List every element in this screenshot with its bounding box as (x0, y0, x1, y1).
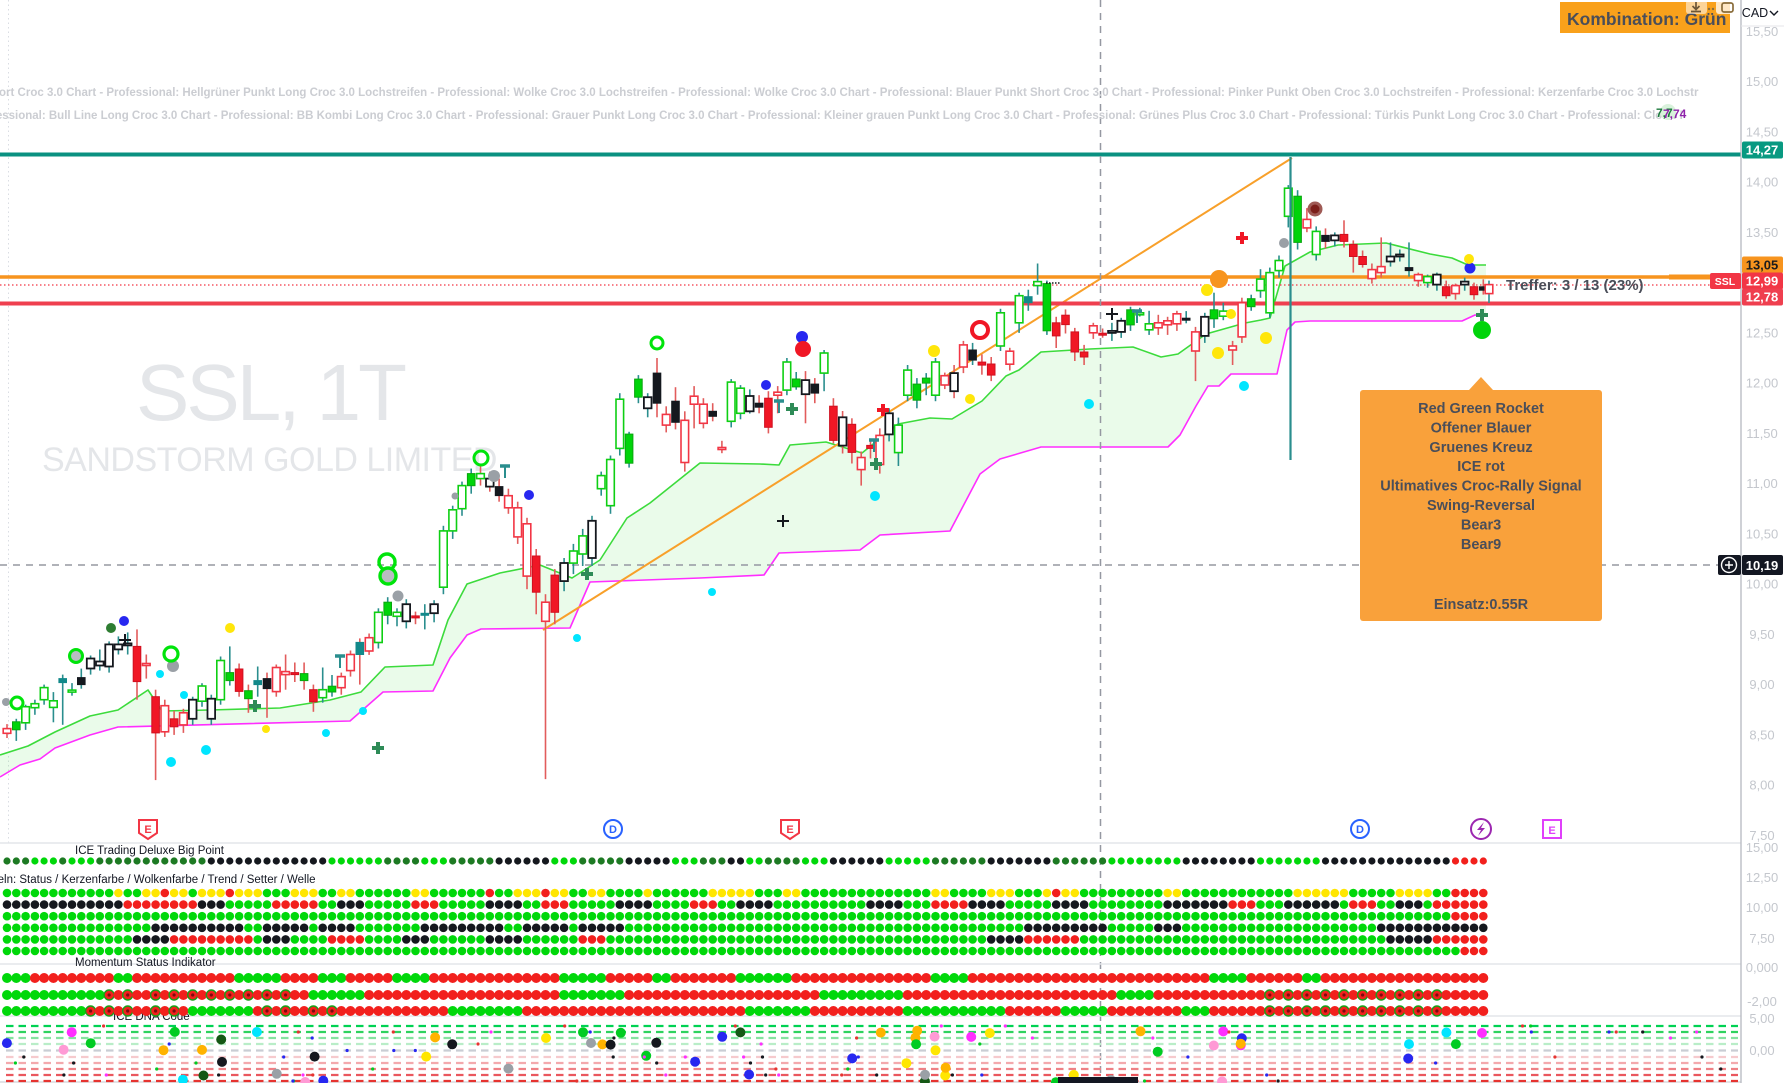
svg-text:11,00: 11,00 (1746, 476, 1778, 491)
svg-text:E: E (144, 824, 151, 836)
svg-text:13,05: 13,05 (1746, 258, 1779, 273)
svg-text:E: E (786, 824, 793, 836)
svg-text:12,00: 12,00 (1746, 376, 1779, 391)
svg-text:13,50: 13,50 (1746, 225, 1779, 240)
svg-text:11,50: 11,50 (1746, 426, 1778, 441)
svg-text:D: D (1356, 824, 1364, 836)
svg-text:7,7: 7,7 (1656, 106, 1673, 120)
svg-text:12,99: 12,99 (1746, 274, 1779, 289)
svg-text:12,78: 12,78 (1746, 290, 1779, 305)
svg-text:15,50: 15,50 (1746, 24, 1779, 39)
svg-text:9,50: 9,50 (1749, 627, 1774, 642)
svg-text:SSL, 1T: SSL, 1T (136, 348, 406, 437)
svg-text:7,50: 7,50 (1749, 828, 1774, 843)
svg-text:10,00: 10,00 (1746, 900, 1779, 915)
svg-text:CAD: CAD (1742, 6, 1768, 20)
svg-text:fessional: Bull Line Long Croc: fessional: Bull Line Long Croc 3.0 Chart… (0, 110, 1683, 122)
svg-text:E: E (1548, 825, 1555, 837)
svg-text:10,50: 10,50 (1746, 526, 1779, 541)
svg-text:12,50: 12,50 (1746, 325, 1779, 340)
svg-text:Kombination: Grün: Kombination: Grün (1567, 9, 1726, 29)
svg-text:12,50: 12,50 (1746, 870, 1779, 885)
svg-text:-2,00: -2,00 (1747, 994, 1777, 1009)
svg-text:7,74: 7,74 (1663, 107, 1687, 121)
svg-text:Einsatz:0.55R: Einsatz:0.55R (1434, 597, 1529, 613)
svg-text:10,19: 10,19 (1746, 558, 1779, 573)
svg-text:0,000: 0,000 (1746, 960, 1779, 975)
svg-text:5,00: 5,00 (1749, 1011, 1774, 1026)
svg-text:SANDSTORM GOLD LIMITED: SANDSTORM GOLD LIMITED (42, 441, 497, 479)
svg-text:hort Croc 3.0 Chart - Professi: hort Croc 3.0 Chart - Professional: Hell… (0, 87, 1699, 99)
svg-text:15,00: 15,00 (1746, 74, 1779, 89)
svg-text:0,00: 0,00 (1749, 1043, 1774, 1058)
svg-text:ICE Trading Deluxe Big Point: ICE Trading Deluxe Big Point (75, 845, 225, 857)
svg-text:14,50: 14,50 (1746, 124, 1779, 139)
svg-text:ICE rot: ICE rot (1457, 459, 1505, 475)
svg-text:Red Green Rocket: Red Green Rocket (1418, 401, 1544, 417)
svg-text:SSL: SSL (1715, 276, 1736, 288)
svg-text:7,50: 7,50 (1749, 931, 1774, 946)
svg-text:Ultimatives Croc-Rally Signal: Ultimatives Croc-Rally Signal (1380, 479, 1581, 495)
svg-text:8,00: 8,00 (1749, 778, 1774, 793)
svg-text:14,27: 14,27 (1746, 143, 1779, 158)
svg-text:Swing-Reversal: Swing-Reversal (1427, 498, 1535, 514)
svg-text:14,00: 14,00 (1746, 175, 1779, 190)
svg-text:8,50: 8,50 (1749, 727, 1774, 742)
svg-text:Ampeln: Status / Kerzenfarbe /: Ampeln: Status / Kerzenfarbe / Wolkenfar… (0, 874, 316, 886)
svg-text:Treffer: 3 / 13 (23%): Treffer: 3 / 13 (23%) (1506, 277, 1644, 294)
svg-text:Bear9: Bear9 (1461, 537, 1501, 553)
svg-text:Momentum Status Indikator: Momentum Status Indikator (75, 957, 216, 969)
svg-text:10,00: 10,00 (1746, 577, 1779, 592)
svg-text:15,00: 15,00 (1746, 840, 1779, 855)
svg-text:Gruenes Kreuz: Gruenes Kreuz (1429, 440, 1532, 456)
svg-text:Offener Blauer: Offener Blauer (1431, 420, 1532, 436)
svg-text:Bear3: Bear3 (1461, 517, 1501, 533)
svg-text:9,00: 9,00 (1749, 677, 1774, 692)
svg-text:D: D (609, 824, 617, 836)
